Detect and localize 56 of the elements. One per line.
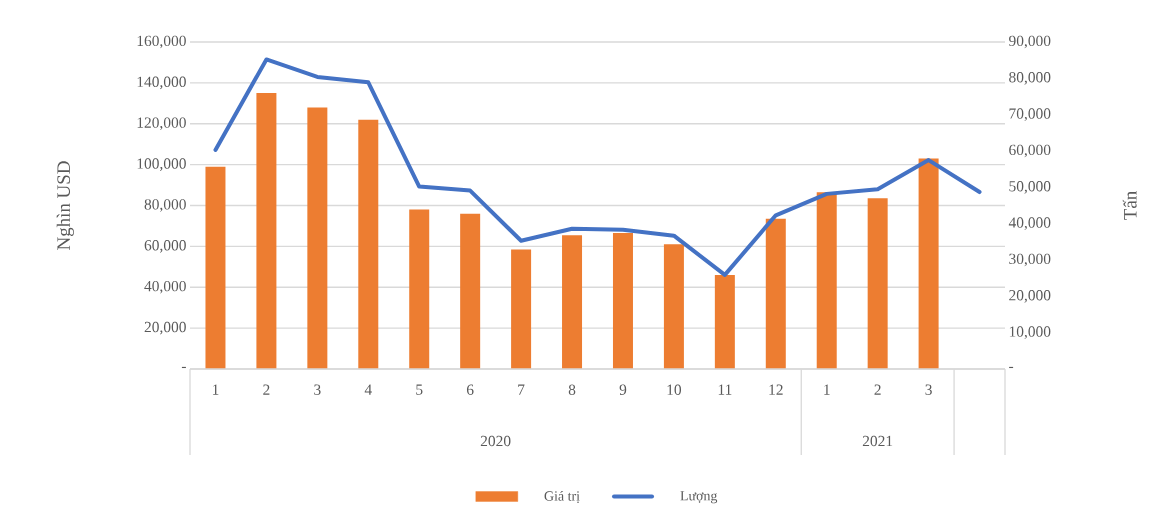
y-tick-label: 40,000 <box>144 280 186 294</box>
y2-tick-label: 80,000 <box>1009 72 1051 85</box>
bar <box>765 218 786 369</box>
bar <box>511 249 532 369</box>
bar <box>663 244 684 369</box>
y-tick-label: 120,000 <box>137 117 186 131</box>
y2-tick-label: 10,000 <box>1009 326 1051 339</box>
bar <box>816 192 837 369</box>
text: 2021 <box>862 435 893 447</box>
bar <box>612 233 633 369</box>
x-tick-label: 5 <box>416 384 423 395</box>
y2-tick-label: 90,000 <box>1009 35 1051 49</box>
y-tick-label: 80,000 <box>144 199 186 212</box>
y-tick-label: 20,000 <box>144 321 186 335</box>
y2-tick-label: 50,000 <box>1009 181 1051 194</box>
y2-tick-label: 40,000 <box>1008 217 1051 230</box>
y2-tick-label: 30,000 <box>1009 253 1051 267</box>
x-tick-label: 12 <box>769 384 783 395</box>
y2-tick-label: 70,000 <box>1009 108 1051 121</box>
y2-axis-title: Tấn <box>1122 191 1137 220</box>
x-tick-label: 7 <box>518 384 525 395</box>
y-axis-title: Nghìn USD <box>56 161 74 250</box>
y-tick-label: 60,000 <box>144 240 186 253</box>
y-tick-label: - <box>181 366 186 369</box>
x-tick-label: 9 <box>619 384 627 395</box>
bar <box>256 93 277 369</box>
x-tick-label: 1 <box>824 384 830 395</box>
bar <box>460 213 481 369</box>
x-tick-label: 10 <box>667 384 682 395</box>
legend-label: Lượng <box>680 491 718 504</box>
x-tick-label: 2 <box>874 384 881 395</box>
bar <box>918 158 939 369</box>
x-tick-label: 1 <box>212 384 219 395</box>
y-tick-label: 140,000 <box>137 76 186 90</box>
y2-tick-label: 20,000 <box>1009 290 1051 303</box>
y2-tick-label: 60,000 <box>1009 144 1051 158</box>
x-tick-label: 11 <box>718 384 732 395</box>
legend-label: Giá trị <box>544 490 580 503</box>
bar <box>205 166 226 369</box>
y-tick-label: 160,000 <box>137 35 186 49</box>
bar <box>307 107 328 369</box>
x-tick-label: 2 <box>263 384 270 395</box>
x-tick-label: 6 <box>466 384 474 395</box>
line-series <box>213 57 982 277</box>
x-tick-label: 4 <box>364 384 372 395</box>
y-tick-label: 100,000 <box>137 158 186 171</box>
text: 2020 <box>480 435 511 447</box>
bar <box>358 119 379 369</box>
y2-tick-label: - <box>1009 366 1014 369</box>
x-tick-label: 3 <box>314 384 321 395</box>
x-tick-label: 8 <box>568 384 576 395</box>
bar <box>562 235 583 369</box>
bar <box>714 274 735 369</box>
bar <box>867 198 888 369</box>
bar <box>409 209 430 369</box>
x-tick-label: 3 <box>925 384 932 395</box>
